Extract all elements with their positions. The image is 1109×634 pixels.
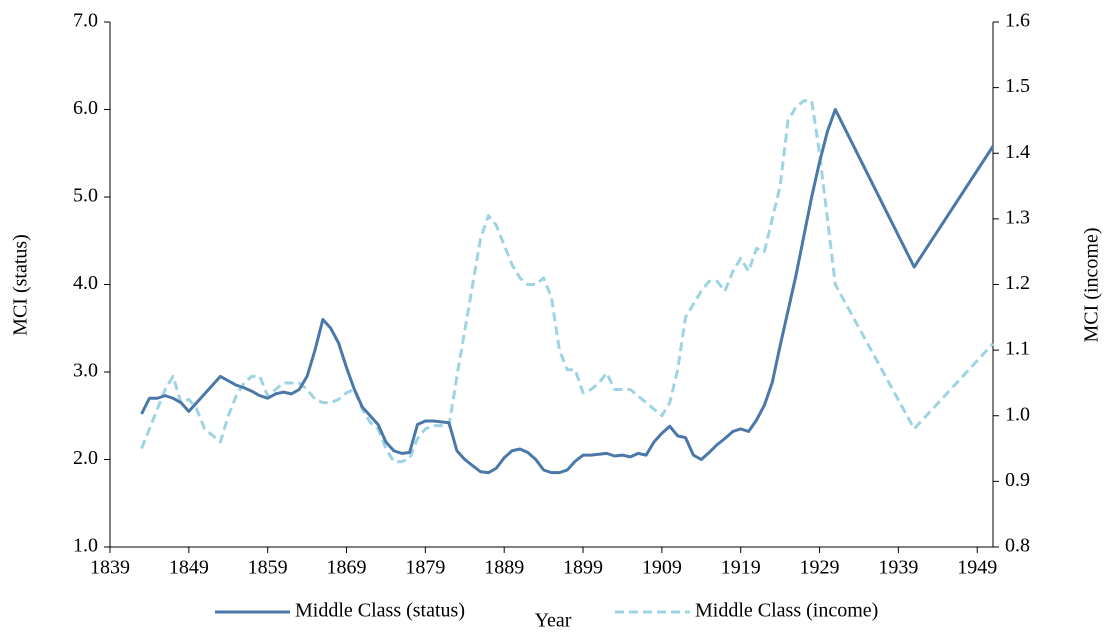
y2-tick-label: 1.6 [1005,10,1030,32]
y-axis-title: MCI (status) [10,234,32,336]
x-tick-label: 1949 [957,557,997,579]
y-tick-label: 7.0 [73,10,98,32]
y2-tick-label: 0.9 [1005,469,1030,491]
x-tick-label: 1929 [800,557,840,579]
x-tick-label: 1909 [642,557,682,579]
y-tick-label: 5.0 [73,185,98,207]
y-tick-label: 1.0 [73,535,98,557]
x-axis-title: Year [535,610,572,632]
x-tick-label: 1879 [405,557,445,579]
x-tick-label: 1849 [169,557,209,579]
y-tick-label: 4.0 [73,272,98,294]
y-tick-label: 2.0 [73,447,98,469]
x-tick-label: 1869 [327,557,367,579]
x-tick-label: 1839 [90,557,130,579]
y2-tick-label: 1.0 [1005,403,1030,425]
y2-tick-label: 0.8 [1005,535,1030,557]
x-tick-label: 1899 [563,557,603,579]
y2-tick-label: 1.3 [1005,206,1030,228]
x-tick-label: 1919 [721,557,761,579]
series-line [140,108,995,475]
y2-tick-label: 1.2 [1005,272,1030,294]
x-tick-label: 1939 [878,557,918,579]
y-tick-label: 6.0 [73,97,98,119]
y2-tick-label: 1.1 [1005,338,1030,360]
series-line [140,99,995,464]
y2-axis-title: MCI (income) [1081,228,1103,343]
legend-label: Middle Class (income) [695,600,878,622]
legend-label: Middle Class (status) [295,600,465,622]
y2-tick-label: 1.5 [1005,75,1030,97]
x-tick-label: 1859 [248,557,288,579]
x-tick-label: 1889 [484,557,524,579]
y2-tick-label: 1.4 [1005,141,1030,163]
y-tick-label: 3.0 [73,360,98,382]
